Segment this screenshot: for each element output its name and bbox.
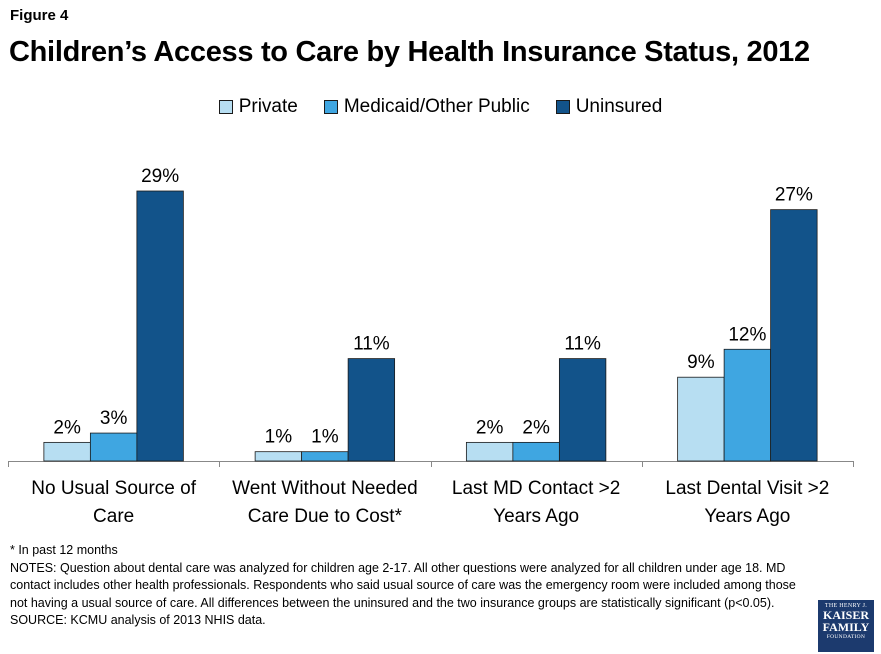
bar-private bbox=[43, 441, 91, 462]
category-label-line: Years Ago bbox=[493, 506, 580, 527]
data-label: 11% bbox=[564, 334, 601, 355]
bar-medicaid-other-public bbox=[512, 441, 560, 462]
category-label: Went Without Needed Care Due to Cost* bbox=[215, 475, 435, 531]
data-label: 1% bbox=[265, 427, 293, 448]
figure-label: Figure 4 bbox=[10, 7, 69, 24]
category-label-line: Care Due to Cost* bbox=[247, 506, 402, 527]
category-label: No Usual Source of Care bbox=[4, 475, 224, 531]
legend-label-uninsured: Uninsured bbox=[575, 96, 663, 117]
bar-private bbox=[465, 441, 514, 462]
bar-private bbox=[254, 451, 303, 462]
data-label: 1% bbox=[311, 427, 339, 448]
legend-item-private: Private bbox=[218, 96, 298, 118]
bar-private bbox=[677, 376, 725, 462]
legend-item-medicaid: Medicaid/Other Public bbox=[323, 96, 530, 118]
legend-swatch-medicaid bbox=[323, 100, 338, 114]
bar-uninsured bbox=[558, 358, 607, 462]
bar-uninsured bbox=[347, 358, 396, 462]
logo-bottom: FOUNDATION bbox=[826, 634, 866, 640]
data-label: 3% bbox=[100, 408, 128, 429]
bar-chart: 2% 3% 29% 1% 1% 11% 2% 2% 11% 9% 12% 27% bbox=[8, 166, 854, 467]
data-label: 29% bbox=[141, 166, 179, 187]
data-label: 2% bbox=[53, 417, 81, 438]
bar-uninsured bbox=[770, 209, 818, 462]
category-label-line: Years Ago bbox=[704, 506, 791, 527]
category-label: Last MD Contact >2 Years Ago bbox=[426, 475, 646, 531]
notes-text: NOTES: Question about dental care was an… bbox=[10, 560, 796, 610]
logo-line2: FAMILY bbox=[822, 620, 870, 634]
data-label: 9% bbox=[687, 352, 715, 373]
source-text: SOURCE: KCMU analysis of 2013 NHIS data. bbox=[10, 613, 266, 627]
category-label-line: Care bbox=[93, 506, 135, 527]
data-label: 11% bbox=[353, 334, 390, 355]
bar-uninsured bbox=[136, 190, 184, 462]
bar-medicaid-other-public bbox=[301, 451, 349, 462]
category-label-line: No Usual Source of bbox=[31, 478, 196, 499]
chart-title: Children’s Access to Care by Health Insu… bbox=[9, 36, 810, 68]
logo-line1: KAISER bbox=[822, 608, 869, 622]
category-label-line: Went Without Needed bbox=[232, 478, 418, 499]
notes: * In past 12 months NOTES: Question abou… bbox=[10, 542, 810, 630]
bar-medicaid-other-public bbox=[89, 432, 138, 462]
kff-logo: THE HENRY J. KAISER FAMILY FOUNDATION bbox=[818, 600, 874, 652]
legend-label-medicaid: Medicaid/Other Public bbox=[343, 96, 530, 117]
footnote: * In past 12 months bbox=[10, 543, 118, 557]
logo-top: THE HENRY J. bbox=[824, 603, 868, 609]
legend-swatch-private bbox=[218, 100, 233, 114]
legend-item-uninsured: Uninsured bbox=[555, 96, 663, 118]
data-label: 2% bbox=[522, 417, 550, 438]
data-label: 2% bbox=[476, 417, 504, 438]
category-label-line: Last Dental Visit >2 bbox=[665, 478, 830, 499]
legend-swatch-uninsured bbox=[555, 100, 570, 114]
category-label-line: Last MD Contact >2 bbox=[451, 478, 621, 499]
data-label: 27% bbox=[775, 185, 813, 206]
data-label: 12% bbox=[728, 324, 766, 345]
bar-medicaid-other-public bbox=[723, 348, 772, 462]
legend: Private Medicaid/Other Public Uninsured bbox=[0, 96, 881, 118]
legend-label-private: Private bbox=[238, 96, 298, 117]
category-label: Last Dental Visit >2 Years Ago bbox=[637, 475, 857, 531]
